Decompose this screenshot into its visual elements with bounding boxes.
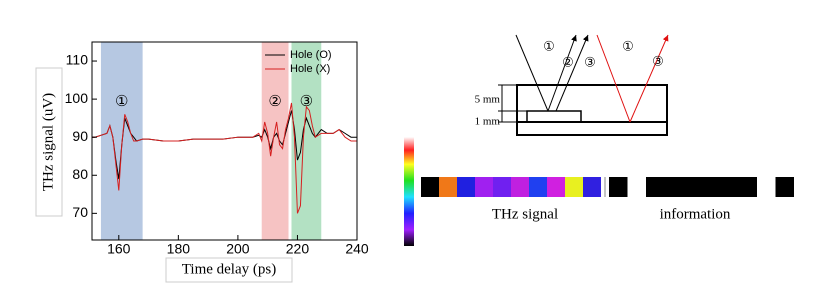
x-tick-label: 180 xyxy=(167,241,191,257)
incident-beam xyxy=(515,34,549,112)
strip-label: information xyxy=(660,206,731,222)
beam-label: ③ xyxy=(652,53,664,68)
x-tick-label: 200 xyxy=(226,241,250,257)
hole xyxy=(526,110,582,123)
x-tick-label: 160 xyxy=(107,241,131,257)
strip-cell xyxy=(646,177,665,197)
sample-outline xyxy=(516,84,668,136)
strip-cell xyxy=(547,177,565,197)
strip-cell xyxy=(511,177,529,197)
dimension-label: 5 mm xyxy=(475,94,501,106)
x-axis-label: Time delay (ps) xyxy=(182,261,276,277)
strip-cell xyxy=(457,177,475,197)
strip-cell xyxy=(421,177,439,197)
plot-frame xyxy=(91,41,358,241)
band-label: ① xyxy=(115,93,128,110)
y-label-box xyxy=(35,67,63,217)
strip-cell xyxy=(664,177,683,197)
chart: ① ② ③ 160 180 200 220 240 70 80 90 100 110 THz signal… xyxy=(35,41,369,283)
x-label-box xyxy=(165,257,293,283)
strip-label: THz signal xyxy=(492,206,558,222)
strip-cell xyxy=(738,177,757,197)
strip-cell xyxy=(627,177,646,197)
band-label: ② xyxy=(268,93,281,110)
legend-label: Hole (X) xyxy=(290,63,330,75)
strip-cell xyxy=(493,177,511,197)
reflected-beam xyxy=(629,34,669,123)
series-line xyxy=(92,102,357,214)
dimension-label: 1 mm xyxy=(475,116,501,128)
y-tick-label: 110 xyxy=(66,52,89,68)
strip-cell xyxy=(583,177,601,197)
highlight-band xyxy=(291,42,322,240)
y-tick-label: 90 xyxy=(72,128,88,144)
strip-cell xyxy=(701,177,720,197)
beam-label: ① xyxy=(622,38,634,53)
colorbar xyxy=(404,137,414,246)
strip-cell xyxy=(609,177,628,197)
reflected-beam xyxy=(555,34,589,112)
strip-cell xyxy=(529,177,547,197)
highlight-band xyxy=(261,42,289,240)
beam-label: ② xyxy=(562,54,574,69)
y-tick-label: 100 xyxy=(65,90,89,106)
strip-cell xyxy=(757,177,776,197)
x-tick-label: 240 xyxy=(345,241,369,257)
legend-label: Hole (O) xyxy=(290,49,332,61)
strip-cell xyxy=(720,177,739,197)
beam-label: ① xyxy=(543,38,555,53)
beam-label: ③ xyxy=(584,54,596,69)
x-tick-label: 220 xyxy=(286,241,310,257)
strip-cell xyxy=(775,177,794,197)
y-axis-label: THz signal (uV) xyxy=(40,93,56,191)
y-tick-label: 70 xyxy=(72,204,88,220)
incident-beam xyxy=(596,34,631,123)
strip-cell xyxy=(565,177,583,197)
reflected-beam xyxy=(547,34,577,112)
strip-cell xyxy=(439,177,457,197)
band-label: ③ xyxy=(300,93,313,110)
strip-cell xyxy=(475,177,493,197)
strip-cell xyxy=(683,177,702,197)
y-tick-label: 80 xyxy=(72,166,88,182)
